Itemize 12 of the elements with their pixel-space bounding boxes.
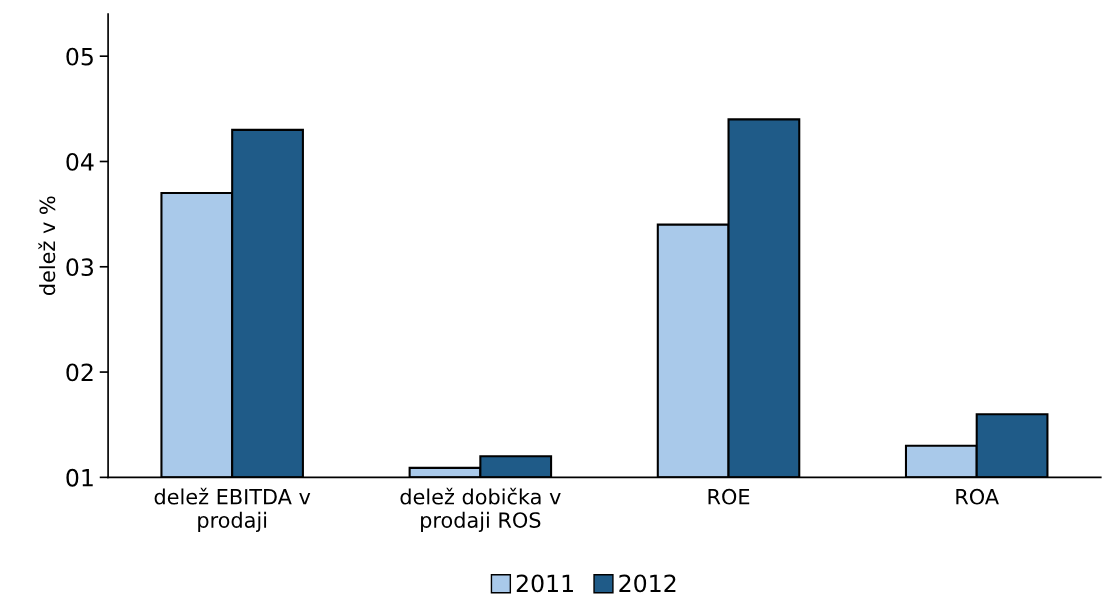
y-tick-label: 04: [66, 152, 94, 171]
x-tick-label: delež dobička v prodaji ROS: [400, 487, 561, 532]
legend-label: 2011: [516, 574, 573, 593]
x-tick-label: delež EBITDA v prodaji: [154, 487, 311, 532]
y-axis-title: delež v %: [38, 196, 56, 296]
legend-label: 2012: [619, 574, 676, 593]
y-tick-label: 05: [66, 47, 93, 66]
x-tick-label: ROE: [708, 488, 750, 505]
x-tick-label: ROA: [956, 488, 999, 505]
y-tick-label: 02: [66, 363, 93, 382]
y-tick-label: 01: [66, 468, 93, 487]
y-tick-label: 03: [66, 258, 94, 277]
